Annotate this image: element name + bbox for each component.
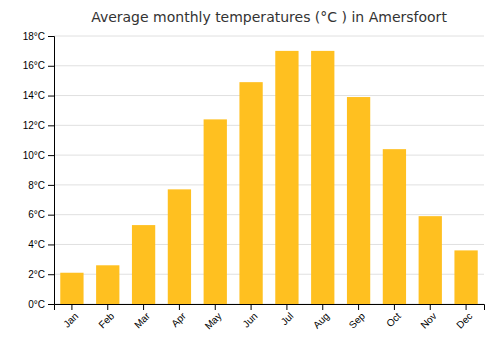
bar xyxy=(132,225,155,304)
x-tick-mark xyxy=(107,304,108,310)
bar xyxy=(60,273,83,304)
y-tick-mark xyxy=(48,304,54,305)
x-tick: May xyxy=(203,304,224,332)
x-tick: Jul xyxy=(279,304,296,327)
x-tick-mark xyxy=(71,304,72,310)
y-tick-label: 12°C xyxy=(23,120,45,131)
x-tick-label: Dec xyxy=(454,310,474,330)
title: Average monthly temperatures (°C ) in Am… xyxy=(91,9,447,25)
x-tick-label: Jul xyxy=(279,310,296,327)
x-tick-mark xyxy=(322,304,323,310)
x-tick: Aug xyxy=(311,304,331,331)
grid-line xyxy=(54,184,484,185)
x-tick: Mar xyxy=(132,304,152,330)
x-tick-mark xyxy=(394,304,395,310)
bar xyxy=(239,82,262,304)
y-tick-mark xyxy=(48,185,54,186)
y-tick: 16°C xyxy=(23,60,54,71)
x-tick-mark xyxy=(286,304,287,310)
y-axis-line xyxy=(48,37,55,305)
bar xyxy=(275,51,298,304)
y-tick: 8°C xyxy=(28,180,54,191)
grid-line xyxy=(54,214,484,215)
y-tick-label: 4°C xyxy=(28,239,45,250)
y-tick-label: 2°C xyxy=(28,269,45,280)
x-tick: Apr xyxy=(169,304,188,329)
x-tick: Jun xyxy=(240,304,259,330)
y-tick-mark xyxy=(48,36,54,37)
x-tick-label: Aug xyxy=(311,310,331,330)
bar xyxy=(168,189,191,304)
y-tick-label: 6°C xyxy=(28,209,45,220)
x-tick-mark xyxy=(179,304,180,310)
x-tick: Jan xyxy=(61,304,80,330)
y-tick-label: 16°C xyxy=(23,60,45,71)
bar xyxy=(204,119,227,304)
y-tick-mark xyxy=(48,215,54,216)
x-tick: Sep xyxy=(347,304,368,331)
x-tick-label: Nov xyxy=(418,310,438,330)
y-tick-mark xyxy=(48,155,54,156)
x-axis-line xyxy=(55,305,485,311)
bar xyxy=(96,265,119,304)
y-tick: 18°C xyxy=(23,31,54,42)
x-tick-label: Feb xyxy=(96,310,116,330)
x-tick: Nov xyxy=(418,304,438,331)
y-tick-mark xyxy=(48,244,54,245)
y-tick: 6°C xyxy=(28,209,54,220)
y-tick-label: 18°C xyxy=(23,31,45,42)
y-tick-mark xyxy=(48,274,54,275)
y-tick: 12°C xyxy=(23,120,54,131)
grid-line xyxy=(54,125,484,126)
x-tick-mark xyxy=(143,304,144,310)
x-tick-mark xyxy=(466,304,467,310)
y-tick-label: 14°C xyxy=(23,90,45,101)
x-tick-label: Sep xyxy=(347,310,368,331)
y-tick: 0°C xyxy=(28,299,54,310)
bar xyxy=(311,51,334,304)
grid-line xyxy=(54,36,484,37)
y-tick-mark xyxy=(48,66,54,67)
y-tick-mark xyxy=(48,125,54,126)
x-tick: Dec xyxy=(454,304,474,331)
y-tick-label: 8°C xyxy=(28,180,45,191)
bar xyxy=(383,149,406,304)
y-tick: 10°C xyxy=(23,150,54,161)
x-tick-label: Mar xyxy=(132,310,152,330)
bar xyxy=(454,250,477,304)
x-axis: Jan Feb Mar Apr May Jun Jul Aug Sep Oct Nov Dec xyxy=(55,304,485,332)
y-tick: 4°C xyxy=(28,239,54,250)
x-tick-label: Jun xyxy=(240,310,259,329)
grid xyxy=(54,36,484,304)
x-tick-label: Apr xyxy=(169,310,188,329)
x-tick-label: May xyxy=(203,310,224,331)
x-tick: Feb xyxy=(96,304,116,330)
plot: 0°C 2°C 4°C 6°C 8°C 10°C 12°C 14°C 16°C 18°C Jan Fe… xyxy=(23,31,485,332)
y-tick-mark xyxy=(48,96,54,97)
x-tick-mark xyxy=(251,304,252,310)
bar xyxy=(347,97,370,304)
y-tick-label: 0°C xyxy=(28,299,45,310)
chart: 0°C 2°C 4°C 6°C 8°C 10°C 12°C 14°C 16°C 18°C Jan Fe… xyxy=(0,0,500,350)
grid-line xyxy=(54,95,484,96)
x-tick-mark xyxy=(215,304,216,310)
grid-line xyxy=(54,155,484,156)
bars xyxy=(60,51,477,304)
x-tick: Oct xyxy=(384,304,403,329)
y-tick: 2°C xyxy=(28,269,54,280)
grid-line xyxy=(54,65,484,66)
y-axis: 0°C 2°C 4°C 6°C 8°C 10°C 12°C 14°C 16°C 18°C xyxy=(23,31,55,310)
y-tick: 14°C xyxy=(23,90,54,101)
x-tick-mark xyxy=(358,304,359,310)
x-tick-mark xyxy=(430,304,431,310)
x-tick-label: Oct xyxy=(384,310,403,329)
y-tick-label: 10°C xyxy=(23,150,45,161)
x-tick-label: Jan xyxy=(61,310,80,329)
bar xyxy=(419,216,442,304)
